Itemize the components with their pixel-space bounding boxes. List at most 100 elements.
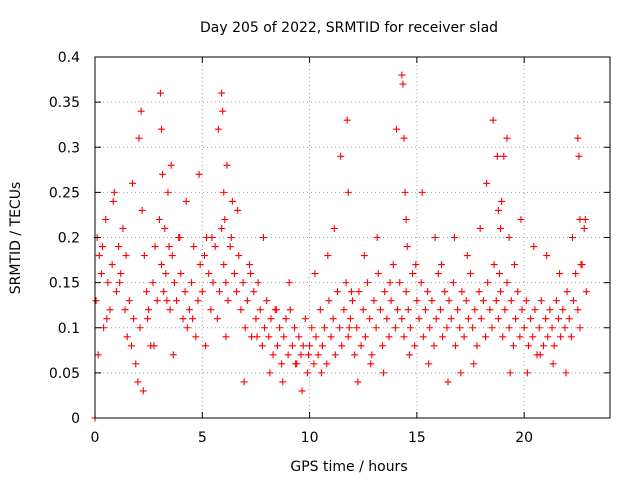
data-point [298,387,306,395]
data-point [548,324,556,332]
data-point [405,351,413,359]
data-point [347,288,355,296]
data-point [556,270,564,278]
data-point [286,306,294,314]
data-point [269,351,277,359]
data-point [253,333,261,341]
data-point [209,279,217,287]
data-point [92,297,100,305]
data-point [366,315,374,323]
data-point [353,324,361,332]
data-point [167,161,175,169]
data-point [208,234,216,241]
data-point [218,89,226,97]
data-point [552,297,560,305]
data-point [574,306,582,314]
data-point [233,288,241,296]
data-point [219,107,227,115]
data-point [310,360,318,368]
data-point [494,315,502,323]
data-point [431,234,439,241]
data-point [398,315,406,323]
data-point [324,252,332,260]
data-point [438,261,446,269]
data-point [417,279,425,287]
data-point [570,297,578,305]
x-tick-label: 0 [91,430,100,446]
data-point [109,197,117,205]
data-point [179,315,187,323]
data-point [436,306,444,314]
data-point [479,297,487,305]
data-point [202,342,210,350]
data-point [299,342,307,350]
data-point [543,252,551,260]
data-point [211,243,219,251]
data-point [516,333,524,341]
data-point [523,369,531,377]
data-point [325,297,333,305]
data-point [265,333,273,341]
data-point [477,315,485,323]
data-point [127,342,135,350]
data-point [439,333,447,341]
y-tick-label: 0 [71,411,80,427]
data-point [565,315,573,323]
data-point [144,315,152,323]
data-point [123,333,131,341]
data-point [166,306,174,314]
data-point [580,224,588,232]
data-point [246,261,253,269]
data-point [200,252,208,260]
data-point [97,270,105,278]
data-point [402,288,410,296]
data-point [284,351,292,359]
data-point [195,170,203,178]
data-point [273,342,281,350]
data-point [469,324,477,332]
data-point [321,324,329,332]
data-point [336,324,344,332]
data-point [507,297,515,305]
data-point [333,288,341,296]
data-point [489,116,497,124]
data-point [247,270,255,278]
data-point [119,224,127,232]
data-point [425,360,433,368]
data-point [223,161,231,169]
data-point [351,351,359,359]
data-point [421,306,429,314]
data-point [235,252,243,260]
data-point [524,342,532,350]
data-point [112,288,120,296]
data-point [383,315,391,323]
data-point [117,270,125,278]
data-point [314,351,322,359]
data-point [182,197,190,205]
data-point [342,279,350,287]
data-point [280,333,288,341]
data-point [557,333,565,341]
data-point [458,288,466,296]
data-point [430,342,438,350]
data-point [494,206,502,214]
data-point [368,351,376,359]
data-point [441,288,449,296]
data-point [495,270,503,278]
data-point [462,297,470,305]
data-point [256,306,264,314]
y-tick-label: 0.4 [58,50,80,66]
data-point [130,315,138,323]
data-point [517,215,525,223]
data-point [418,188,426,196]
data-point [228,197,236,205]
data-point [575,152,583,160]
data-point [149,279,157,287]
data-point [549,360,557,368]
data-point [432,315,440,323]
data-point [291,324,299,332]
data-point [159,170,167,178]
data-point [258,342,266,350]
data-point [577,261,585,269]
